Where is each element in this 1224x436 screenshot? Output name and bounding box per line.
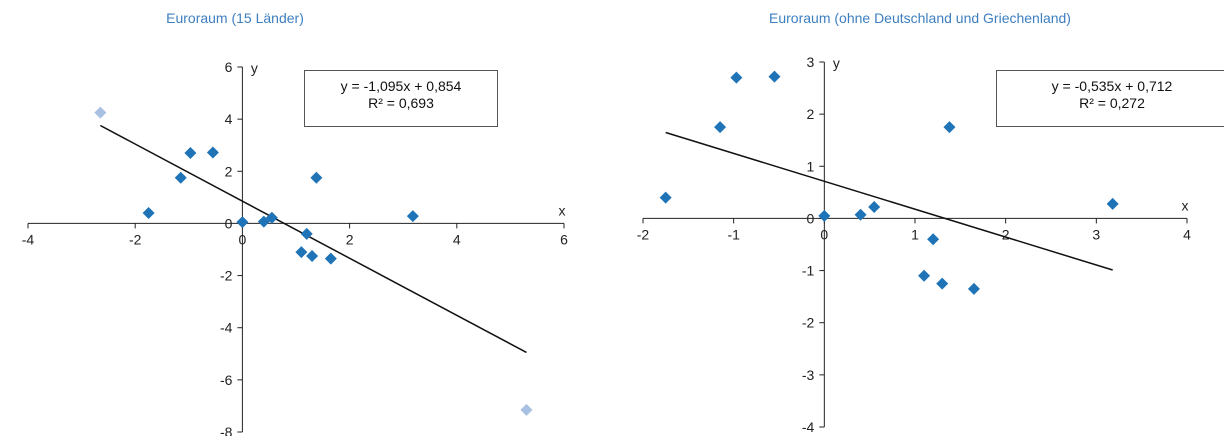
data-point-left bbox=[265, 211, 278, 224]
data-point-left bbox=[324, 252, 337, 265]
data-point-left bbox=[184, 147, 197, 160]
r-squared-left: R² = 0,693 bbox=[368, 95, 434, 111]
y-tick-label-right: 1 bbox=[807, 158, 815, 174]
chart-title-left: Euroraum (15 Länder) bbox=[166, 10, 304, 26]
x-tick-label-left: -4 bbox=[22, 231, 35, 247]
y-axis-label-right: y bbox=[833, 55, 840, 71]
regression-box-left: y = -1,095x + 0,854 R² = 0,693 bbox=[304, 70, 498, 127]
regression-equation-right: y = -0,535x + 0,712 bbox=[1051, 78, 1173, 94]
data-point-right bbox=[918, 269, 931, 282]
x-tick-label-left: 0 bbox=[239, 231, 247, 247]
y-tick-label-left: 4 bbox=[225, 111, 233, 127]
x-tick-label-right: 3 bbox=[1092, 226, 1100, 242]
chart-title-right: Euroraum (ohne Deutschland und Griechenl… bbox=[769, 10, 1071, 26]
data-point-left bbox=[406, 210, 419, 223]
data-point-left bbox=[142, 207, 155, 219]
y-tick-label-right: 3 bbox=[807, 54, 815, 70]
trendline-right bbox=[665, 131, 1113, 271]
x-tick-label-left: 2 bbox=[346, 231, 354, 247]
x-axis-label-left: x bbox=[559, 202, 566, 218]
x-tick-label-right: 1 bbox=[911, 226, 919, 242]
scatter-chart-right: -2 -1 0 1 2 3 4 3 2 1 0 -1 -2 -3 -4 x y bbox=[637, 54, 1191, 435]
data-point-right bbox=[714, 121, 727, 134]
x-tick-label-right: 2 bbox=[1002, 226, 1010, 242]
y-tick-label-left: -4 bbox=[220, 320, 233, 336]
data-point-left bbox=[310, 171, 323, 184]
chart-panel-left: Euroraum (15 Länder) -4 -2 0 2 4 6 6 4 2 0 -2 -4 -6-… bbox=[0, 0, 600, 436]
data-point-left bbox=[306, 250, 319, 263]
y-tick-label-right: 0 bbox=[807, 210, 815, 226]
y-tick-label-left: 6 bbox=[225, 59, 233, 75]
x-tick-label-left: 4 bbox=[453, 231, 461, 247]
x-tick-label-right: -2 bbox=[637, 226, 650, 242]
y-tick-label-left: -8 bbox=[220, 424, 233, 436]
data-point-right bbox=[854, 208, 867, 221]
x-tick-label-right: -1 bbox=[727, 226, 740, 242]
data-point-right bbox=[936, 277, 949, 290]
data-point-left bbox=[300, 227, 313, 240]
y-tick-label-right: 2 bbox=[807, 106, 815, 122]
data-point-right bbox=[927, 233, 940, 246]
x-tick-label-left: -2 bbox=[129, 231, 142, 247]
regression-box-right: y = -0,535x + 0,712 R² = 0,272 bbox=[996, 70, 1224, 127]
y-tick-label-left: -2 bbox=[220, 268, 233, 284]
data-point-right bbox=[818, 209, 831, 222]
data-point-left bbox=[236, 216, 249, 229]
x-tick-label-right: 4 bbox=[1183, 226, 1191, 242]
data-point-right bbox=[967, 282, 980, 295]
y-tick-label-left: 0 bbox=[225, 215, 233, 231]
scatter-chart-left: -4 -2 0 2 4 6 6 4 2 0 -2 -4 -6 -8 x y bbox=[22, 59, 568, 436]
data-point-right bbox=[730, 71, 743, 84]
y-tick-label-right: -3 bbox=[802, 367, 815, 383]
y-tick-label-left: 2 bbox=[225, 163, 233, 179]
data-point-right bbox=[768, 70, 781, 83]
data-point-left bbox=[295, 246, 308, 259]
outlier-point-left bbox=[520, 403, 533, 416]
outlier-point-left bbox=[94, 106, 107, 119]
data-point-left bbox=[174, 171, 187, 184]
data-point-right bbox=[659, 191, 672, 204]
trendline-left bbox=[100, 124, 527, 354]
y-axis-label-left: y bbox=[251, 60, 258, 76]
data-point-right bbox=[1106, 197, 1119, 210]
x-tick-label-right: 0 bbox=[820, 226, 828, 242]
data-point-left bbox=[206, 146, 219, 159]
data-point-right bbox=[943, 121, 956, 134]
y-tick-label-right: -4 bbox=[802, 419, 815, 435]
y-tick-label-right: -2 bbox=[802, 315, 815, 331]
regression-equation-left: y = -1,095x + 0,854 bbox=[340, 78, 462, 94]
r-squared-right: R² = 0,272 bbox=[1079, 95, 1145, 111]
y-tick-label-left: -6 bbox=[220, 372, 233, 388]
x-tick-label-left: 6 bbox=[560, 231, 568, 247]
x-axis-label-right: x bbox=[1182, 197, 1189, 213]
chart-panel-right: Euroraum (ohne Deutschland und Griechenl… bbox=[600, 0, 1224, 436]
y-tick-label-right: -1 bbox=[802, 263, 815, 279]
data-point-right bbox=[868, 200, 881, 213]
